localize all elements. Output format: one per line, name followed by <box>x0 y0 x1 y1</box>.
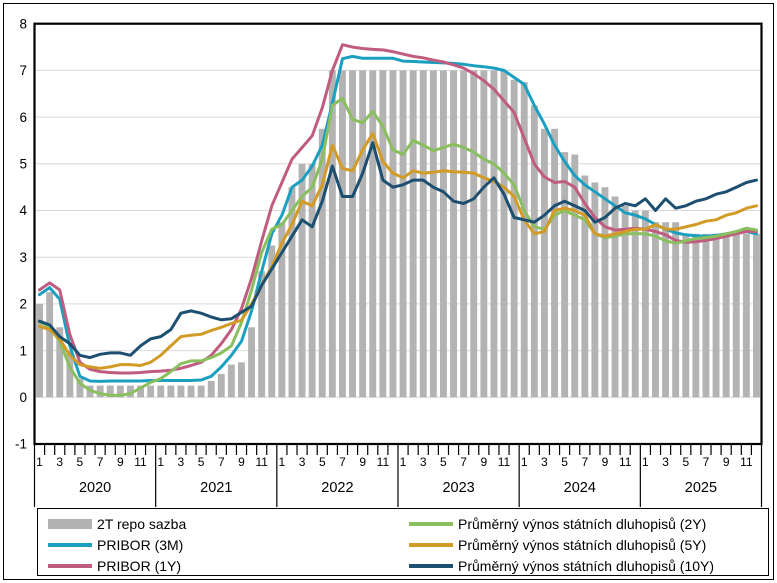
month-tick-label: 11 <box>740 455 753 469</box>
pribor-1y-swatch <box>48 564 92 568</box>
month-tick-label: 7 <box>703 455 710 469</box>
legend-item-bond-5y: Průměrný výnos státních dluhopisů (5Y) <box>409 535 706 555</box>
month-tick-label: 11 <box>134 455 147 469</box>
y-tick-label: 7 <box>19 63 27 78</box>
y-tick-label: -1 <box>15 437 27 452</box>
month-tick-label: 5 <box>198 455 205 469</box>
line-bond-10y <box>38 141 758 360</box>
legend-label: Průměrný výnos státních dluhopisů (5Y) <box>458 537 707 553</box>
month-tick-label: 9 <box>480 455 487 469</box>
y-tick-label: 6 <box>19 110 27 125</box>
legend-label: 2T repo sazba <box>97 516 187 532</box>
year-label: 2021 <box>200 480 232 496</box>
gridlines <box>34 69 762 398</box>
legend-label: Průměrný výnos státních dluhopisů (2Y) <box>458 516 707 532</box>
month-tick-label: 11 <box>377 455 390 469</box>
month-tick-label: 11 <box>498 455 511 469</box>
y-tick-label: 4 <box>19 203 27 218</box>
x-axis-ticks <box>33 444 763 507</box>
month-labels: 1 3 5 7 9 11 1 3 5 7 9 11 1 3 5 7 9 11 1 3 5 7 9 11 1 3 5 7 9 11 1 3 5 7 9… <box>36 455 753 469</box>
month-tick-label: 5 <box>561 455 568 469</box>
month-tick-label: 1 <box>400 455 407 469</box>
year-label: 2020 <box>79 480 111 496</box>
month-tick-label: 9 <box>117 455 124 469</box>
month-tick-label: 3 <box>541 455 548 469</box>
bond-2y-swatch <box>409 522 453 526</box>
month-tick-label: 3 <box>299 455 306 469</box>
legend-item-pribor-1y: PRIBOR (1Y) <box>48 556 181 576</box>
year-label: 2024 <box>564 480 596 496</box>
y-tick-label: 2 <box>19 297 27 312</box>
year-labels: 2020 2021 2022 2023 2024 2025 <box>79 480 717 496</box>
legend: 2T repo sazba PRIBOR (3M) PRIBOR (1Y) Pr… <box>37 508 769 576</box>
month-tick-label: 3 <box>178 455 185 469</box>
bond-5y-swatch <box>409 543 453 547</box>
legend-label: Průměrný výnos státních dluhopisů (10Y) <box>458 558 715 574</box>
month-tick-label: 7 <box>218 455 225 469</box>
line-bond-2y <box>38 96 758 397</box>
month-tick-label: 5 <box>319 455 326 469</box>
y-tick-label: 5 <box>19 157 27 172</box>
month-tick-label: 11 <box>255 455 268 469</box>
month-tick-label: 7 <box>581 455 588 469</box>
month-tick-label: 3 <box>662 455 669 469</box>
line-bond-5y <box>38 131 758 370</box>
legend-item-pribor-3m: PRIBOR (3M) <box>48 535 183 555</box>
month-tick-label: 9 <box>602 455 609 469</box>
month-tick-label: 7 <box>460 455 467 469</box>
month-tick-label: 1 <box>642 455 649 469</box>
month-tick-label: 3 <box>420 455 427 469</box>
month-tick-label: 1 <box>157 455 164 469</box>
repo-bar-swatch <box>48 519 92 529</box>
month-tick-label: 7 <box>339 455 346 469</box>
legend-item-bond-2y: Průměrný výnos státních dluhopisů (2Y) <box>409 514 706 534</box>
y-tick-label: 1 <box>19 343 27 358</box>
year-label: 2025 <box>685 480 717 496</box>
repo-rate-bars <box>36 70 760 398</box>
line-pribor-1y <box>38 43 758 375</box>
bond-10y-swatch <box>409 564 453 568</box>
y-tick-label: 0 <box>19 390 27 405</box>
month-tick-label: 5 <box>440 455 447 469</box>
line-pribor-3m <box>38 54 758 383</box>
month-tick-label: 5 <box>682 455 689 469</box>
y-axis-labels: 8 7 6 5 4 3 2 1 0 -1 <box>15 16 28 451</box>
month-tick-label: 9 <box>723 455 730 469</box>
legend-item-repo: 2T repo sazba <box>48 514 186 534</box>
legend-label: PRIBOR (3M) <box>97 537 184 553</box>
month-tick-label: 3 <box>56 455 63 469</box>
pribor-3m-swatch <box>48 543 92 547</box>
month-tick-label: 9 <box>238 455 245 469</box>
y-tick-label: 3 <box>19 250 27 265</box>
month-tick-label: 9 <box>359 455 366 469</box>
legend-item-bond-10y: Průměrný výnos státních dluhopisů (10Y) <box>409 556 714 576</box>
month-tick-label: 7 <box>97 455 104 469</box>
month-tick-label: 1 <box>521 455 528 469</box>
month-tick-label: 11 <box>619 455 632 469</box>
month-tick-label: 1 <box>279 455 286 469</box>
year-label: 2023 <box>442 480 474 496</box>
legend-label: PRIBOR (1Y) <box>97 558 182 574</box>
month-tick-label: 5 <box>77 455 84 469</box>
month-tick-label: 1 <box>36 455 43 469</box>
y-tick-label: 8 <box>19 16 27 31</box>
year-label: 2022 <box>321 480 353 496</box>
